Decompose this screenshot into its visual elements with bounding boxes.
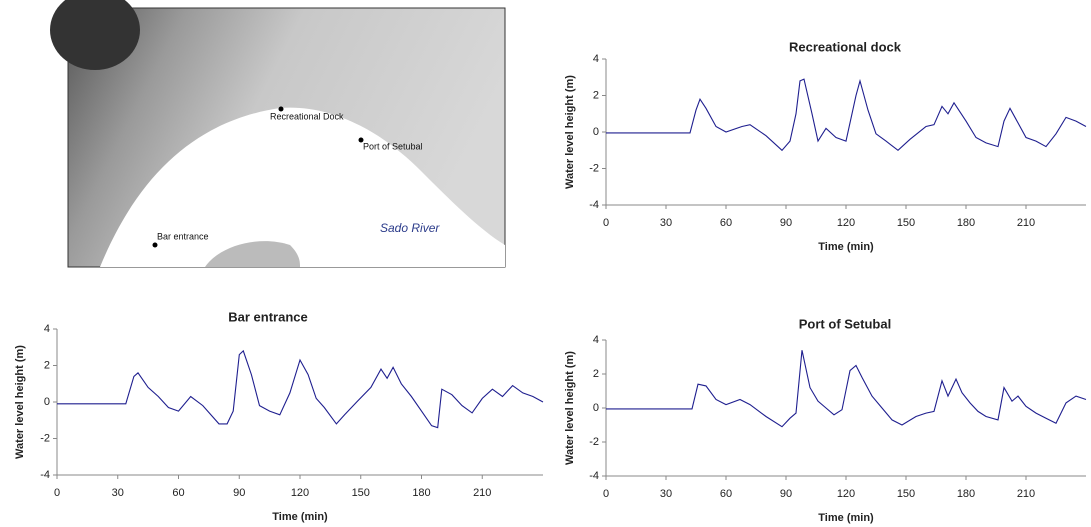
map-label: Bar entrance — [157, 231, 209, 241]
data-line — [57, 351, 543, 428]
data-line — [606, 350, 1086, 427]
x-tick-label: 90 — [780, 217, 792, 229]
y-tick-label: 0 — [593, 402, 599, 414]
map-label: Sado River — [380, 221, 440, 235]
x-tick-label: 180 — [957, 217, 975, 229]
y-tick-label: -2 — [40, 432, 50, 444]
chart-title: Bar entrance — [228, 309, 307, 324]
x-tick-label: 30 — [660, 488, 672, 500]
chart-title: Recreational dock — [789, 39, 902, 54]
x-axis-title: Time (min) — [818, 241, 874, 253]
x-tick-label: 30 — [112, 487, 124, 499]
x-tick-label: 150 — [897, 488, 915, 500]
x-tick-label: 90 — [780, 488, 792, 500]
x-tick-label: 180 — [412, 487, 430, 499]
x-tick-label: 60 — [172, 487, 184, 499]
y-tick-label: -2 — [589, 162, 599, 174]
y-tick-label: 2 — [593, 89, 599, 101]
y-tick-label: 0 — [593, 126, 599, 138]
x-axis-title: Time (min) — [818, 512, 874, 524]
y-axis-title: Water level height (m) — [564, 351, 576, 465]
x-tick-label: 90 — [233, 487, 245, 499]
map: Recreational Dock Port of Setubal Bar en… — [50, 0, 505, 267]
x-tick-label: 60 — [720, 488, 732, 500]
y-tick-label: 4 — [44, 323, 50, 335]
x-tick-label: 120 — [837, 488, 855, 500]
x-tick-label: 0 — [603, 217, 609, 229]
y-tick-label: -2 — [589, 436, 599, 448]
figure: Recreational Dock Port of Setubal Bar en… — [0, 0, 1091, 527]
y-tick-label: 2 — [593, 368, 599, 380]
y-tick-label: 4 — [593, 53, 599, 65]
x-tick-label: 60 — [720, 217, 732, 229]
x-tick-label: 30 — [660, 217, 672, 229]
y-tick-label: -4 — [589, 199, 599, 211]
x-tick-label: 210 — [1017, 217, 1035, 229]
x-tick-label: 0 — [603, 488, 609, 500]
page: Recreational Dock Port of Setubal Bar en… — [0, 0, 1091, 527]
y-tick-label: 2 — [44, 359, 50, 371]
map-label: Recreational Dock — [270, 111, 344, 121]
chart-title: Port of Setubal — [799, 316, 891, 331]
x-tick-label: 120 — [291, 487, 309, 499]
map-point — [153, 243, 158, 248]
y-axis-title: Water level height (m) — [564, 75, 576, 189]
x-tick-label: 210 — [473, 487, 491, 499]
x-axis-title: Time (min) — [272, 511, 328, 523]
y-tick-label: 4 — [593, 334, 599, 346]
x-tick-label: 150 — [897, 217, 915, 229]
y-tick-label: 0 — [44, 396, 50, 408]
y-tick-label: -4 — [40, 469, 50, 481]
x-tick-label: 150 — [352, 487, 370, 499]
x-tick-label: 180 — [957, 488, 975, 500]
y-tick-label: -4 — [589, 470, 599, 482]
x-tick-label: 210 — [1017, 488, 1035, 500]
data-line — [606, 79, 1086, 150]
x-tick-label: 0 — [54, 487, 60, 499]
map-label: Port of Setubal — [363, 141, 423, 151]
x-tick-label: 120 — [837, 217, 855, 229]
y-axis-title: Water level height (m) — [14, 345, 26, 459]
